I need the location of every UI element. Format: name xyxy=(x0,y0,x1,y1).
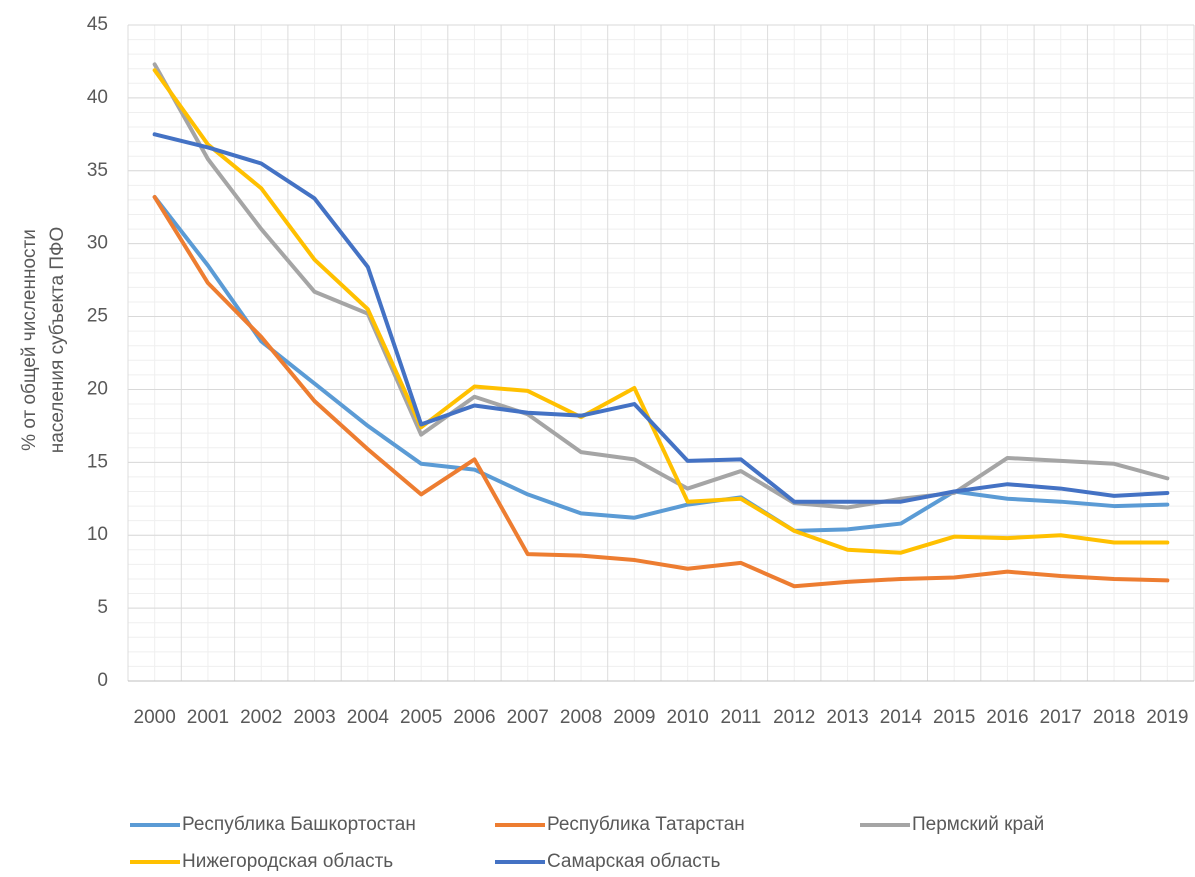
x-tick-label: 2008 xyxy=(560,707,602,728)
x-tick-label: 2016 xyxy=(986,707,1028,728)
y-axis-title-line: населения субъекта ПФО xyxy=(47,227,68,453)
x-tick-label: 2003 xyxy=(293,707,335,728)
x-tick-label: 2017 xyxy=(1040,707,1082,728)
data-line xyxy=(152,62,1170,510)
x-tick-label: 2010 xyxy=(667,707,709,728)
y-axis-title-line: % от общей численности xyxy=(19,229,40,451)
legend-label: Республика Татарстан xyxy=(547,814,745,835)
legend-label: Нижегородская область xyxy=(182,851,393,872)
x-tick-label: 2013 xyxy=(826,707,868,728)
y-tick-label: 0 xyxy=(97,670,108,691)
y-tick-label: 45 xyxy=(87,14,108,35)
y-tick-label: 40 xyxy=(87,87,108,108)
data-line xyxy=(152,195,1170,533)
data-line xyxy=(152,195,1170,589)
data-line xyxy=(152,132,1170,504)
y-tick-label: 15 xyxy=(87,451,108,472)
x-tick-label: 2015 xyxy=(933,707,975,728)
x-tick-label: 2000 xyxy=(134,707,176,728)
x-tick-label: 2002 xyxy=(240,707,282,728)
y-tick-label: 10 xyxy=(87,524,108,545)
x-tick-label: 2009 xyxy=(613,707,655,728)
y-axis-title: % от общей численности населения субъект… xyxy=(19,227,68,453)
x-tick-label: 2006 xyxy=(453,707,495,728)
legend-label: Республика Башкортостан xyxy=(182,814,416,835)
y-tick-label: 35 xyxy=(87,160,108,181)
y-tick-label: 20 xyxy=(87,378,108,399)
x-tick-label: 2007 xyxy=(507,707,549,728)
legend-label: Пермский край xyxy=(912,814,1044,835)
y-tick-label: 5 xyxy=(97,597,108,618)
x-tick-label: 2001 xyxy=(187,707,229,728)
y-tick-label: 30 xyxy=(87,233,108,254)
x-tick-label: 2018 xyxy=(1093,707,1135,728)
x-tick-label: 2004 xyxy=(347,707,390,728)
x-tick-label: 2014 xyxy=(880,707,923,728)
y-tick-label: 25 xyxy=(87,306,108,327)
legend-label: Самарская область xyxy=(547,851,721,872)
x-tick-label: 2012 xyxy=(773,707,815,728)
x-tick-label: 2005 xyxy=(400,707,442,728)
data-line xyxy=(152,68,1170,555)
x-tick-label: 2011 xyxy=(721,707,762,728)
x-tick-label: 2019 xyxy=(1146,707,1188,728)
